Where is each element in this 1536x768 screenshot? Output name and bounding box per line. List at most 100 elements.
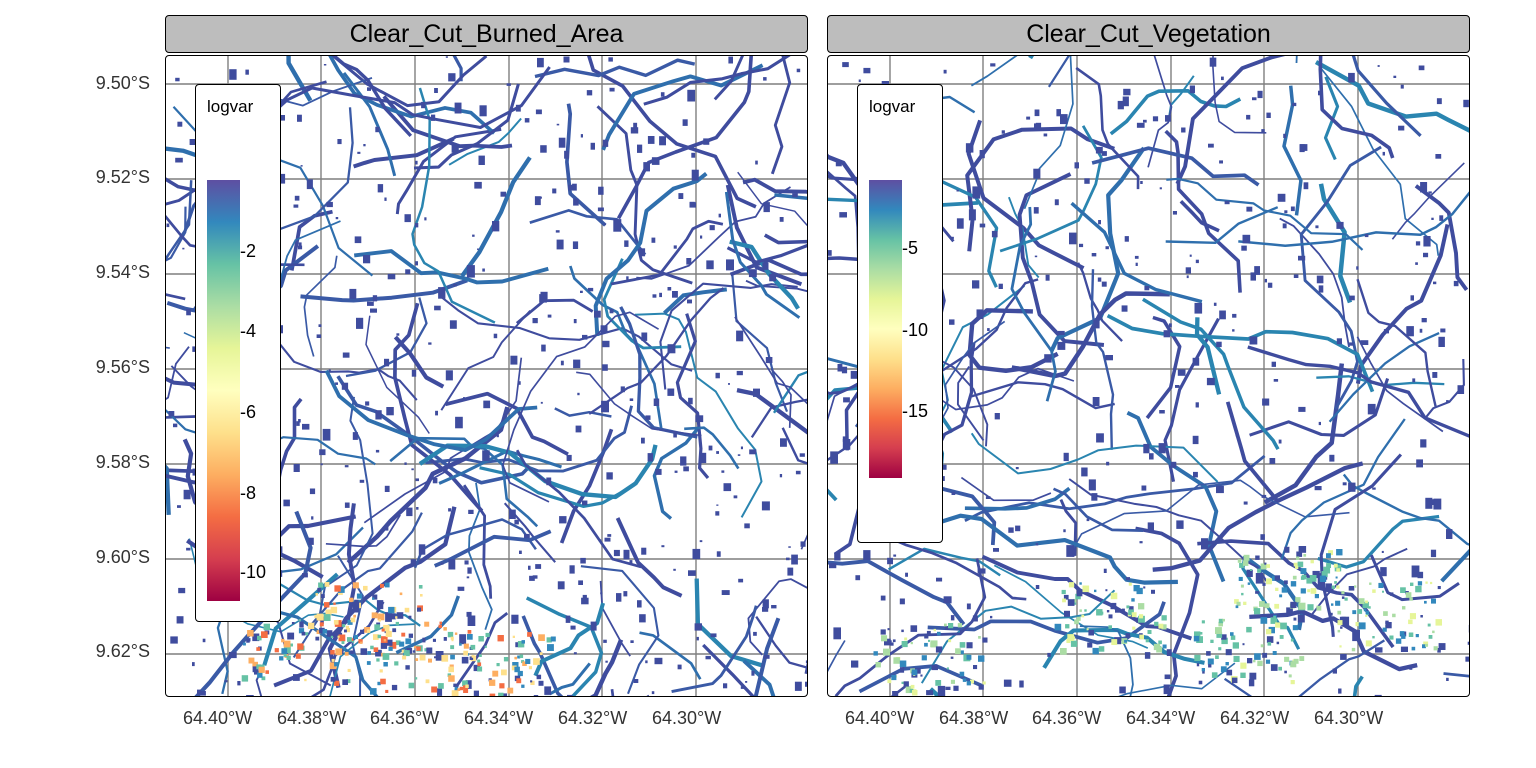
raster-cell [450, 636, 454, 640]
raster-cell [1415, 634, 1419, 638]
raster-feature [1197, 539, 1395, 649]
raster-cell [414, 645, 417, 649]
raster-cell [1342, 482, 1347, 486]
raster-cell [1161, 615, 1167, 621]
raster-feature [1249, 378, 1390, 437]
raster-cell [1114, 637, 1122, 645]
raster-cell [1047, 652, 1051, 657]
raster-cell [966, 654, 972, 660]
raster-cell [1286, 607, 1293, 615]
raster-cell [539, 652, 543, 656]
raster-cell [385, 526, 389, 531]
raster-cell [1192, 435, 1199, 445]
raster-cell [613, 549, 620, 557]
raster-cell [1096, 433, 1104, 443]
raster-cell [1335, 600, 1341, 606]
raster-cell [737, 454, 741, 456]
raster-cell [1365, 600, 1368, 604]
raster-cell [1337, 629, 1341, 633]
raster-cell [248, 657, 255, 664]
raster-cell [695, 415, 704, 423]
raster-cell [603, 223, 606, 226]
raster-cell [279, 115, 285, 121]
raster-cell [953, 685, 959, 691]
raster-cell [1329, 612, 1333, 616]
raster-cell [197, 689, 202, 695]
raster-cell [1202, 670, 1205, 674]
raster-cell [899, 598, 905, 605]
raster-cell [415, 160, 418, 165]
raster-feature [448, 117, 522, 166]
raster-cell [199, 691, 206, 696]
raster-cell [905, 572, 908, 577]
raster-feature [1165, 206, 1279, 244]
raster-cell [375, 449, 380, 453]
raster-feature [1079, 625, 1134, 696]
raster-cell [715, 511, 720, 516]
raster-feature [1351, 56, 1422, 137]
raster-cell [367, 301, 374, 306]
raster-cell [298, 628, 305, 634]
raster-cell [428, 658, 432, 663]
raster-cell [1060, 114, 1068, 125]
raster-cell [1139, 541, 1143, 544]
raster-cell [651, 691, 655, 695]
raster-cell [937, 685, 946, 696]
raster-cell [686, 258, 692, 265]
raster-cell [309, 488, 316, 495]
raster-cell [404, 462, 407, 465]
raster-cell [465, 684, 469, 688]
raster-cell [478, 636, 484, 642]
raster-cell [1334, 581, 1337, 584]
raster-feature [554, 407, 612, 418]
raster-cell [357, 151, 361, 154]
raster-cell [516, 678, 522, 684]
raster-cell [1196, 663, 1200, 667]
raster-cell [1069, 232, 1077, 245]
raster-cell [175, 77, 180, 82]
raster-cell [1119, 686, 1126, 694]
raster-cell [1219, 310, 1226, 320]
raster-cell [339, 632, 343, 636]
raster-cell [737, 334, 743, 340]
raster-cell [335, 382, 338, 385]
raster-cell [1316, 605, 1322, 611]
raster-cell [660, 92, 665, 97]
raster-cell [911, 669, 918, 675]
raster-cell [1235, 605, 1239, 609]
raster-cell [256, 647, 260, 651]
raster-feature [1391, 162, 1465, 240]
raster-cell [1096, 609, 1103, 616]
raster-cell [229, 69, 237, 80]
raster-cell [453, 284, 457, 287]
raster-cell [1410, 582, 1414, 586]
raster-cell [959, 642, 966, 648]
raster-cell [1264, 562, 1267, 565]
raster-cell [434, 88, 438, 93]
raster-cell [1034, 123, 1041, 130]
raster-cell [350, 638, 354, 641]
raster-cell [1328, 550, 1333, 556]
raster-cell [691, 152, 696, 158]
raster-cell [1437, 586, 1441, 590]
raster-cell [245, 69, 249, 75]
raster-feature [438, 449, 562, 485]
raster-cell [883, 648, 890, 656]
raster-cell [451, 145, 459, 153]
raster-cell [417, 607, 422, 612]
raster-cell [792, 193, 798, 198]
raster-cell [1431, 499, 1435, 505]
raster-cell [473, 690, 479, 696]
raster-cell [1430, 581, 1433, 585]
raster-cell [1246, 114, 1251, 120]
raster-feature [724, 191, 801, 319]
raster-cell [651, 237, 656, 243]
raster-cell [1348, 586, 1355, 591]
raster-cell [283, 499, 290, 507]
raster-cell [1136, 122, 1145, 128]
legend-title: logvar [869, 97, 916, 116]
raster-cell [477, 248, 480, 250]
raster-cell [1054, 199, 1059, 206]
raster-cell [540, 145, 547, 153]
raster-cell [749, 449, 757, 455]
